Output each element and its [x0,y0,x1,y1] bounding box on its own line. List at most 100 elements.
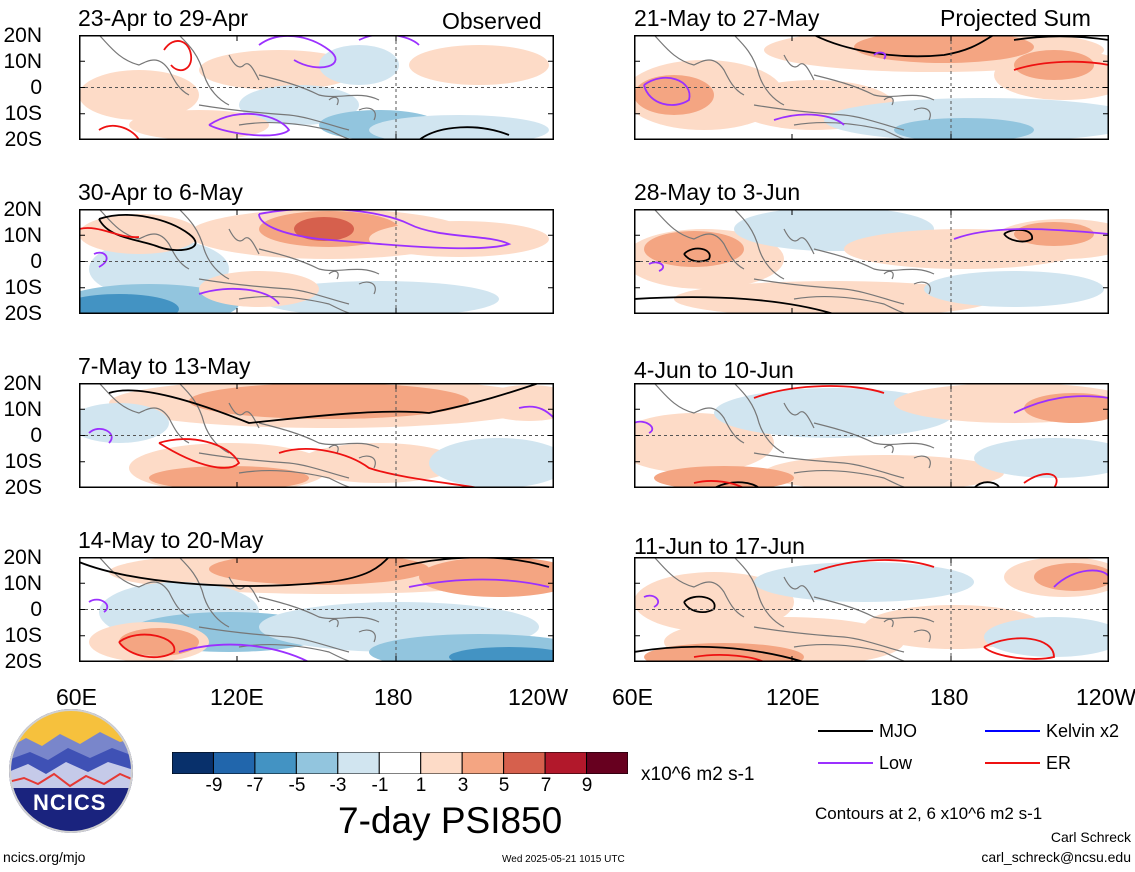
coastline [328,444,339,454]
colorbar-tick-label: 1 [415,775,427,796]
coastline [813,74,935,101]
anomaly-shading [449,647,554,662]
coastline [793,469,910,488]
coastline [753,278,905,305]
lat-label: 20S [4,476,42,499]
lat-label: 0 [30,598,42,621]
panel-title-r4: 11-Jun to 17-Jun [634,533,805,559]
coastline [258,596,380,623]
coastline [258,248,380,275]
coastline [813,248,935,275]
colorbar-tick-label: 9 [581,775,593,796]
coastline [793,295,910,314]
coastline [783,228,815,255]
contour-legend [818,730,1040,764]
legend-label-low: Low [879,753,913,773]
colorbar-tick-label: -5 [288,775,306,796]
anomaly-shading [239,85,359,125]
coastline [733,557,785,628]
contour-line [178,643,310,662]
panel-title-l2: 30-Apr to 6-May [78,179,243,205]
map-panel-projected-3 [634,383,1109,488]
coastline [733,209,785,280]
coastline [178,209,230,280]
anomaly-shading [319,45,399,85]
contour-line [1053,569,1109,588]
colorbar [172,752,628,774]
anomaly-shading [674,281,994,314]
legend-label-kelvin: Kelvin x2 [1046,721,1120,741]
coastline [883,96,894,106]
panel-title-l4: 14-May to 20-May [78,527,264,553]
colorbar-swatch [212,752,256,774]
coastline [783,576,815,603]
coastline [198,626,350,653]
contour-line [418,126,510,140]
colorbar-tick-label: -3 [329,775,347,796]
colorbar-swatch [378,752,422,774]
projected-tag: Projected Sum [940,5,1091,31]
coastline [238,121,355,140]
anomaly-shading [79,294,179,314]
contour-line [634,645,805,662]
coastline [258,74,380,101]
coastline [228,54,260,81]
contour-line [753,385,885,399]
colorbar-swatch [586,752,628,774]
legend-label-mjo: MJO [879,721,917,741]
anomaly-shading [419,557,554,597]
coastline [358,455,376,469]
anomaly-shading [984,617,1109,657]
colorbar-tick-label: -7 [246,775,264,796]
coastline [753,104,905,131]
contour-line [79,227,140,238]
coastline [178,35,230,106]
panel-title-r2: 28-May to 3-Jun [634,179,801,205]
contours-note: Contours at 2, 6 x10^6 m2 s-1 [815,804,1043,823]
anomaly-shading [714,388,954,438]
map-panel-observed-2 [79,209,554,314]
contour-line [643,76,691,106]
figure-title: 7-day PSI850 [338,800,563,841]
colorbar-tick-label: 7 [540,775,552,796]
lat-label: 10N [3,398,42,421]
contour-line [408,578,550,588]
footer-url: ncics.org/mjo [3,849,86,865]
coastline [783,54,815,81]
anomaly-shading [149,466,309,488]
contour-line [643,594,659,608]
coastline [198,452,350,479]
coastline [653,35,745,96]
panel-title-l1: 23-Apr to 29-Apr [78,5,249,31]
lon-label-right-120e: 120E [766,684,820,710]
anomaly-shading [294,217,354,241]
map-panel-projected-2 [634,209,1109,314]
footer-email: carl_schreck@ncsu.edu [981,849,1131,865]
coastline [913,629,931,643]
contour-line [108,383,540,424]
coastline [653,383,745,444]
lat-label: 20N [3,372,42,395]
contour-line [634,296,835,314]
panel-title-l3: 7-May to 13-May [78,353,251,379]
lat-label: 10S [4,624,42,647]
contour-line [88,428,113,444]
colorbar-swatch [172,752,214,774]
contour-line [1013,395,1109,414]
contour-line [118,633,176,659]
anomaly-shading [894,118,1034,140]
contour-line [198,287,280,305]
anomaly-shading [429,438,554,488]
contour-line [648,261,664,272]
observed-tag: Observed [442,8,542,34]
colorbar-swatch [544,752,588,774]
lon-label-right-180: 180 [930,684,969,710]
contour-line [1013,60,1109,71]
colorbar-swatch [254,752,297,774]
anomaly-shading [654,466,794,488]
coastline [358,629,376,643]
panel-title-r3: 4-Jun to 10-Jun [634,357,794,383]
anomaly-shading [409,45,549,85]
coastline [913,455,931,469]
anomaly-shading [634,75,714,115]
